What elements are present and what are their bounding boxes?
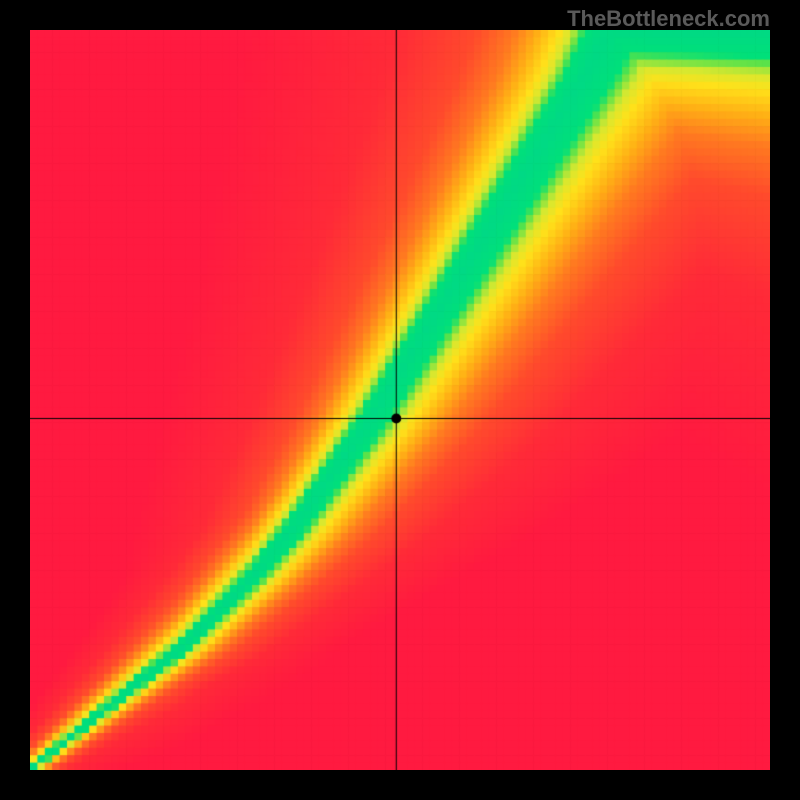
watermark-text: TheBottleneck.com xyxy=(567,6,770,32)
bottleneck-heatmap xyxy=(30,30,770,770)
